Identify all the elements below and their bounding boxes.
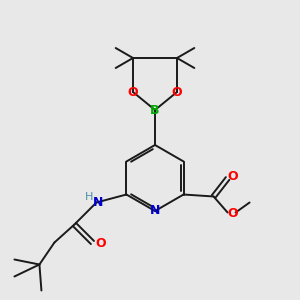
Text: N: N <box>150 205 160 218</box>
Text: O: O <box>95 237 106 250</box>
Text: O: O <box>128 85 138 98</box>
Text: O: O <box>227 170 238 183</box>
Text: O: O <box>172 85 182 98</box>
Text: O: O <box>227 207 238 220</box>
Text: B: B <box>150 103 160 116</box>
Text: N: N <box>93 196 103 209</box>
Text: H: H <box>85 191 94 202</box>
